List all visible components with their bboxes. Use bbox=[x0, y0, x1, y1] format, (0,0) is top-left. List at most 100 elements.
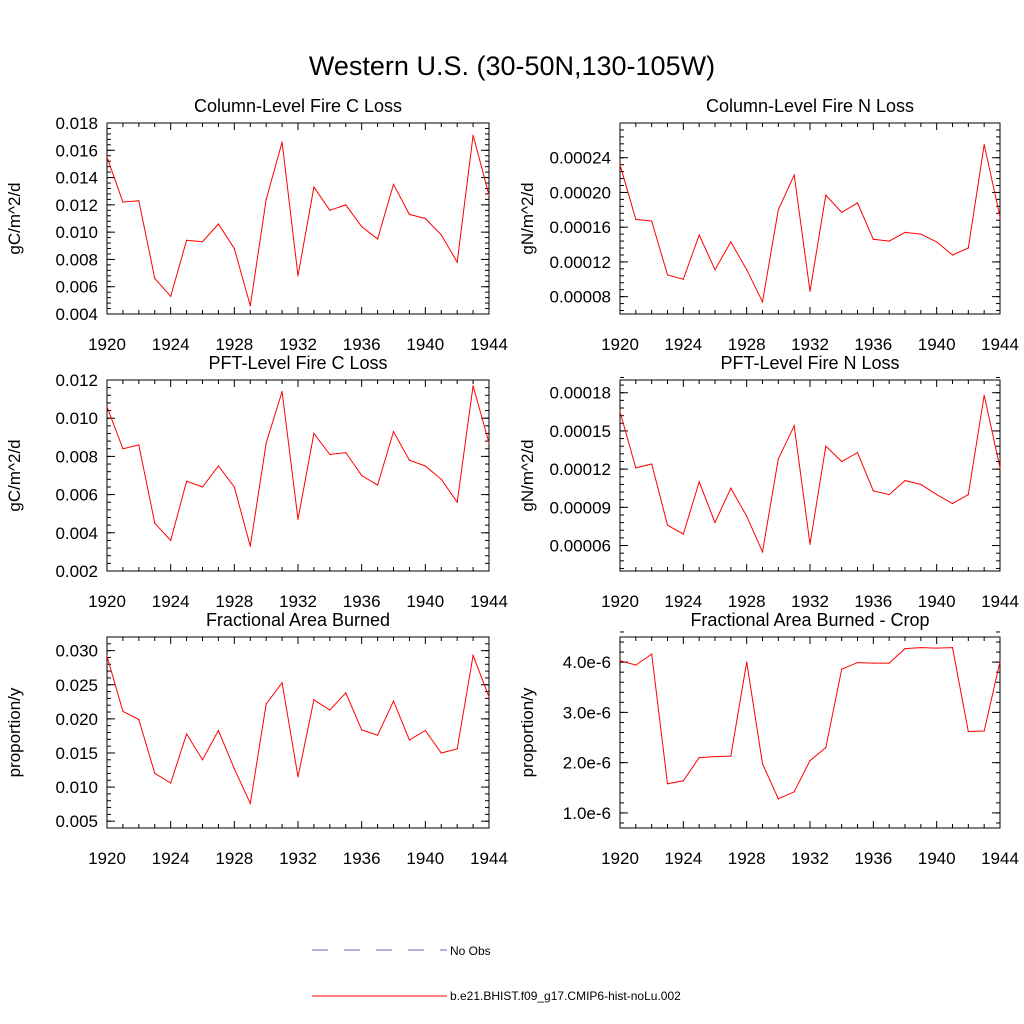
data-point bbox=[730, 487, 732, 489]
data-point bbox=[746, 661, 748, 663]
x-tick-label: 1928 bbox=[215, 849, 253, 868]
data-point bbox=[185, 480, 188, 482]
data-point bbox=[361, 729, 363, 731]
series-line bbox=[619, 647, 1001, 800]
data-point bbox=[682, 780, 684, 782]
data-point bbox=[793, 425, 795, 427]
y-tick-label: 0.00012 bbox=[550, 253, 611, 272]
data-point bbox=[904, 231, 906, 233]
panel-2: Column-Level Fire N Loss gN/m^2/d 1920 1924… bbox=[518, 96, 1019, 354]
x-tick-label: 1932 bbox=[279, 849, 317, 868]
data-point bbox=[777, 798, 779, 800]
y-tick-label: 2.0e-6 bbox=[563, 754, 611, 773]
data-point bbox=[185, 239, 188, 241]
data-point bbox=[170, 539, 172, 542]
x-tick-label: 1928 bbox=[728, 592, 766, 611]
x-tick-label: 1944 bbox=[470, 849, 508, 868]
x-tick-label: 1920 bbox=[88, 592, 126, 611]
data-point bbox=[746, 515, 748, 517]
data-point bbox=[619, 660, 621, 662]
data-point bbox=[793, 174, 795, 176]
x-tick-label: 1924 bbox=[152, 592, 190, 611]
panel-6: Fractional Area Burned - Crop proportion/… bbox=[518, 610, 1019, 868]
data-point bbox=[951, 646, 954, 649]
legend-obs-label: No Obs bbox=[450, 944, 491, 958]
data-point bbox=[456, 748, 458, 750]
data-point bbox=[761, 301, 764, 303]
figure-title: Western U.S. (30-50N,130-105W) bbox=[309, 51, 715, 81]
x-tick-label: 1940 bbox=[406, 335, 444, 354]
plot-frame bbox=[106, 379, 490, 572]
x-tick-label: 1944 bbox=[470, 335, 508, 354]
y-tick-label: 0.00006 bbox=[550, 537, 611, 556]
data-point bbox=[217, 729, 220, 732]
data-point bbox=[888, 494, 890, 496]
data-point bbox=[761, 551, 764, 553]
data-point bbox=[841, 460, 843, 463]
y-tick-label: 0.010 bbox=[55, 223, 98, 242]
y-tick-label: 0.008 bbox=[55, 250, 98, 269]
data-point bbox=[361, 474, 363, 477]
data-point bbox=[281, 682, 283, 684]
data-point bbox=[249, 305, 251, 307]
data-point bbox=[122, 201, 124, 203]
x-tick-label: 1944 bbox=[981, 592, 1019, 611]
panel-4: PFT-Level Fire N Loss gN/m^2/d 1920 1924 192… bbox=[518, 353, 1019, 611]
series-line bbox=[619, 395, 1001, 554]
data-point bbox=[730, 755, 732, 757]
data-point bbox=[154, 522, 156, 524]
data-point bbox=[440, 752, 442, 754]
data-point bbox=[472, 654, 474, 657]
data-point bbox=[345, 451, 347, 454]
data-point bbox=[170, 782, 172, 784]
x-tick-label: 1924 bbox=[664, 592, 702, 611]
y-axis-label: proportion/y bbox=[518, 687, 537, 777]
y-tick-label: 0.014 bbox=[55, 169, 98, 188]
panels: Column-Level Fire C Loss gC/m^2/d 1920 1924… bbox=[5, 96, 1019, 868]
y-tick-label: 0.00016 bbox=[550, 218, 611, 237]
data-point bbox=[809, 760, 811, 762]
data-point bbox=[825, 746, 827, 749]
data-point bbox=[698, 757, 700, 759]
data-point bbox=[440, 478, 442, 480]
data-point bbox=[392, 700, 395, 702]
data-point bbox=[345, 692, 347, 694]
data-point bbox=[983, 394, 985, 396]
data-point bbox=[920, 646, 922, 649]
data-point bbox=[951, 254, 954, 256]
data-point bbox=[967, 247, 969, 249]
data-point bbox=[682, 278, 684, 280]
x-tick-label: 1940 bbox=[406, 592, 444, 611]
panel-title: Column-Level Fire C Loss bbox=[194, 96, 402, 116]
data-point bbox=[825, 445, 827, 447]
y-tick-label: 0.012 bbox=[55, 371, 98, 390]
x-tick-label: 1924 bbox=[664, 335, 702, 354]
data-point bbox=[888, 240, 890, 242]
data-point bbox=[154, 277, 156, 280]
data-point bbox=[185, 733, 188, 735]
data-point bbox=[313, 432, 315, 435]
data-point bbox=[951, 502, 954, 505]
data-point bbox=[392, 430, 395, 433]
data-point bbox=[999, 216, 1001, 218]
x-tick-label: 1932 bbox=[791, 849, 829, 868]
data-point bbox=[651, 220, 653, 222]
data-point bbox=[983, 730, 985, 732]
data-point bbox=[313, 186, 315, 188]
data-point bbox=[888, 662, 890, 664]
y-axis-label: gC/m^2/d bbox=[5, 439, 24, 511]
x-tick-label: 1936 bbox=[854, 335, 892, 354]
y-tick-label: 0.00009 bbox=[550, 498, 611, 517]
x-tick-label: 1936 bbox=[854, 592, 892, 611]
data-point bbox=[106, 156, 108, 158]
y-tick-label: 0.010 bbox=[55, 409, 98, 428]
series-line bbox=[106, 135, 490, 306]
data-point bbox=[217, 223, 220, 225]
data-point bbox=[265, 703, 267, 705]
y-tick-label: 0.00015 bbox=[550, 422, 611, 441]
data-point bbox=[201, 759, 204, 761]
data-point bbox=[281, 141, 283, 143]
x-tick-label: 1920 bbox=[601, 335, 639, 354]
x-tick-label: 1924 bbox=[664, 849, 702, 868]
